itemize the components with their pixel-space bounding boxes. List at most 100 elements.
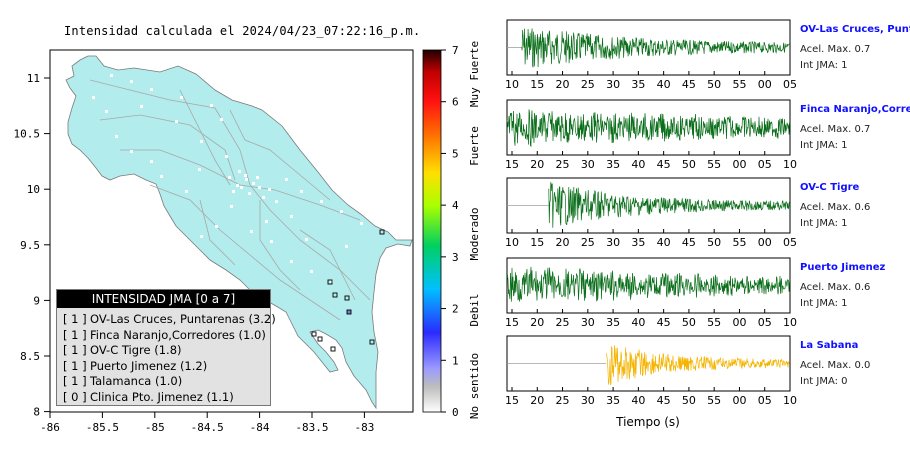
map-xtick-label: -86 [40,421,60,434]
trace-xtick-label: 10 [505,78,519,91]
intensity-legend: INTENSIDAD JMA [0 a 7] [ 1 ] OV-Las Cruce… [56,289,276,406]
city-dot [320,200,323,203]
trace-waveform [605,345,790,386]
legend-intensity: [ 1 ] [63,358,87,373]
legend-title: INTENSIDAD JMA [0 a 7] [57,290,270,308]
colorbar-category-label: Muy Fuerte [468,41,481,107]
colorbar-tick-label: 2 [452,303,459,316]
colorbar-tick-label: 3 [452,251,459,264]
station-name: La Sabana [800,340,859,351]
city-dot [290,260,293,263]
legend-station-name: Talamanca (1.0) [90,374,183,388]
station-accel: Acel. Max. 0.6 [800,202,871,213]
city-dot [252,182,255,185]
trace-xtick-label: 00 [758,78,772,91]
trace-xtick-label: 20 [530,394,544,407]
map-xtick-label: -85.5 [86,421,119,434]
city-dot [330,280,333,283]
city-dot [230,205,233,208]
legend-station-name: Puerto Jimenez (1.2) [90,358,208,373]
city-dot [238,170,241,173]
trace-xtick-label: 55 [707,316,721,329]
city-dot [220,118,223,121]
city-dot [248,192,251,195]
city-dot [198,168,201,171]
city-dot [160,175,163,178]
trace-xtick-label: 20 [556,236,570,249]
trace-xtick-label: 05 [783,236,797,249]
city-dot [105,110,108,113]
trace-xtick-label: 55 [707,158,721,171]
trace-xtick-label: 40 [631,316,645,329]
trace-xtick-label: 35 [606,158,620,171]
station-jma: Int JMA: 1 [800,60,848,71]
station-info: Acel. Max. 0.7 Int JMA: 1 [800,122,870,154]
trace-xtick-label: 45 [682,236,696,249]
trace-waveform [548,182,791,228]
city-dot [210,104,213,107]
trace-xtick-label: 15 [530,78,544,91]
trace-xtick-label: 00 [732,158,746,171]
trace-xtick-label: 35 [606,316,620,329]
colorbar-tick-label: 1 [452,354,459,367]
trace-xtick-label: 05 [783,78,797,91]
city-dot [130,150,133,153]
map-xtick-label: -83.5 [295,421,328,434]
station-jma: Int JMA: 0 [800,376,848,387]
trace-xtick-label: 50 [682,394,696,407]
trace-xtick-label: 15 [530,236,544,249]
city-dot [236,184,239,187]
trace-xtick-label: 55 [732,236,746,249]
station-accel: Acel. Max. 0.0 [800,360,871,371]
colorbar-tick-label: 0 [452,406,459,419]
trace-xtick-label: 15 [505,158,519,171]
trace-xtick-label: 55 [732,78,746,91]
trace-xtick-label: 10 [783,158,797,171]
trace-xtick-label: 25 [581,236,595,249]
map-xtick-label: -85 [145,421,165,434]
trace-xtick-label: 10 [783,394,797,407]
station-jma: Int JMA: 1 [800,218,848,229]
trace-xtick-label: 30 [581,316,595,329]
legend-row: [ 0 ] Clinica Pto. Jimenez (1.1) [63,390,270,406]
trace-xtick-label: 25 [581,78,595,91]
city-dot [258,186,261,189]
trace-xtick-label: 45 [657,316,671,329]
station-info: Acel. Max. 0.0 Int JMA: 0 [800,358,870,390]
station-accel: Acel. Max. 0.6 [800,282,871,293]
map-ytick-label: 8.5 [20,350,40,363]
city-dot [200,140,203,143]
city-dot [300,190,303,193]
city-dot [115,135,118,138]
city-dot [180,96,183,99]
city-dot [256,176,259,179]
trace-xtick-label: 35 [631,236,645,249]
legend-row: [ 1 ] OV-Las Cruces, Puntarenas (3.2) [63,312,276,328]
station-name: Finca Naranjo,Corredores [800,104,910,115]
legend-intensity: [ 1 ] [63,327,87,342]
map-ytick-label: 9 [33,294,40,307]
trace-xtick-label: 35 [606,394,620,407]
legend-row: [ 1 ] Puerto Jimenez (1.2) [63,359,270,375]
page-title: Intensidad calculada el 2024/04/23_07:22… [64,24,421,38]
legend-station-name: Finca Naranjo,Corredores (1.0) [90,327,266,342]
trace-xtick-label: 45 [682,78,696,91]
city-dot [270,240,273,243]
trace-xtick-label: 30 [581,158,595,171]
trace-xtick-label: 20 [530,158,544,171]
map-ytick-label: 10 [27,183,40,196]
city-dot [268,188,271,191]
city-dot [110,74,113,77]
trace-xtick-label: 10 [505,236,519,249]
legend-station-name: OV-Las Cruces, Puntarenas (3.2) [90,312,276,326]
trace-xtick-label: 30 [606,236,620,249]
station-name: OV-C Tigre [800,182,860,193]
map-xtick-label: -84.5 [191,421,224,434]
city-dot [340,210,343,213]
trace-xtick-label: 45 [657,158,671,171]
trace-xtick-label: 55 [707,394,721,407]
city-dot [345,245,348,248]
trace-xtick-label: 25 [556,316,570,329]
trace-xtick-label: 40 [631,158,645,171]
